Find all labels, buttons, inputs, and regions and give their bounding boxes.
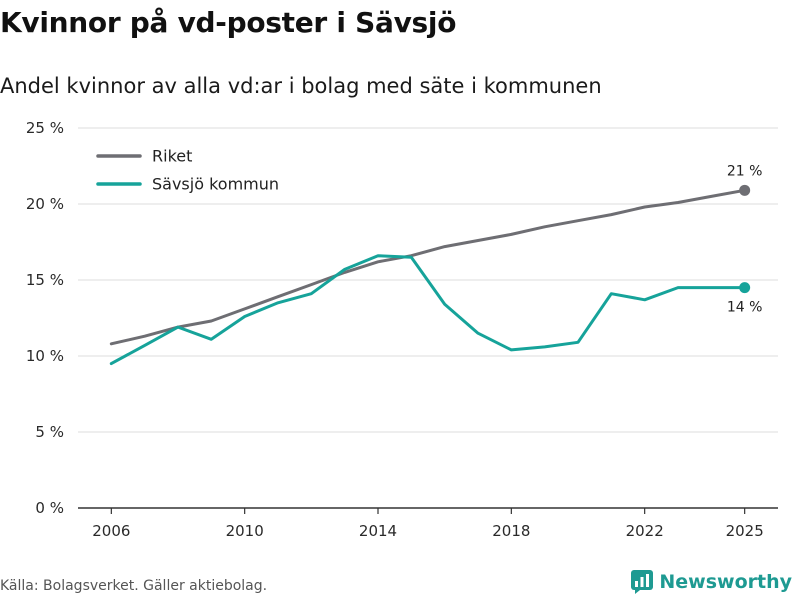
x-tick-label: 2006 <box>92 522 130 540</box>
y-tick-label: 20 % <box>26 195 64 213</box>
x-tick-label: 2022 <box>626 522 664 540</box>
source-note: Källa: Bolagsverket. Gäller aktiebolag. <box>0 578 268 594</box>
x-tick-label: 2025 <box>726 522 764 540</box>
series-line-savsjo <box>109 254 747 366</box>
y-tick-label: 25 % <box>26 119 64 137</box>
legend-label: Riket <box>152 147 192 166</box>
axis-layer: 0 % 5 % 10 % 15 % 20 % 25 % 2006 2010 2014 2018 20… <box>26 119 778 540</box>
series-end-point <box>739 282 751 294</box>
x-tick-label: 2010 <box>226 522 264 540</box>
y-tick-label: 0 % <box>35 499 64 517</box>
y-tick-label: 15 % <box>26 271 64 289</box>
series-end-point <box>739 184 751 196</box>
y-tick-label: 10 % <box>26 347 64 365</box>
series-layer: 21 % 14 % <box>109 163 763 366</box>
series-end-label: 14 % <box>727 300 763 316</box>
x-tick-label: 2018 <box>492 522 530 540</box>
chart-title: Kvinnor på vd-poster i Sävsjö <box>0 6 457 39</box>
brand-logo[interactable]: Newsworthy <box>631 570 792 594</box>
legend: Riket Sävsjö kommun <box>96 147 279 194</box>
legend-label: Sävsjö kommun <box>152 175 279 194</box>
newsworthy-logo-icon <box>631 570 654 594</box>
y-tick-label: 5 % <box>35 423 64 441</box>
series-end-label: 21 % <box>727 163 763 179</box>
x-tick-label: 2014 <box>359 522 397 540</box>
series-line-riket <box>109 188 747 346</box>
brand-name: Newsworthy <box>659 571 792 593</box>
chart-subtitle: Andel kvinnor av alla vd:ar i bolag med … <box>0 74 602 98</box>
